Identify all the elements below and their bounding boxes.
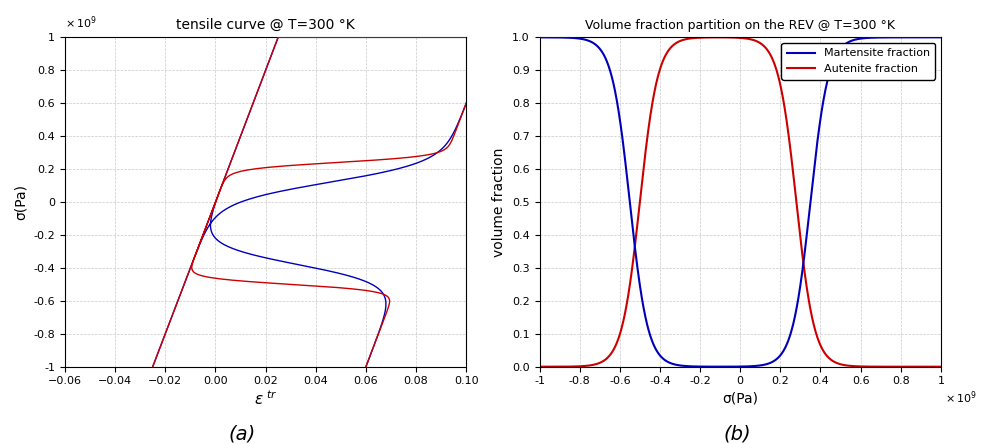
Autenite fraction [534,364,545,369]
Title: Volume fraction partition on the REV @ T=300 °K: Volume fraction partition on the REV @ T… [585,19,895,32]
Legend: Martensite fraction, Autenite fraction: Martensite fraction, Autenite fraction [781,43,936,79]
Text: $\times\,10^9$: $\times\,10^9$ [65,14,97,31]
Autenite fraction [924,364,936,369]
Autenite fraction [935,364,946,369]
Text: (b): (b) [724,424,751,444]
Autenite fraction [849,364,861,369]
Martensite fraction [924,35,936,40]
Autenite fraction [924,364,936,369]
Autenite fraction [554,364,566,369]
Martensite fraction [714,364,726,369]
Line: Autenite fraction: Autenite fraction [540,37,940,367]
Y-axis label: σ(Pa): σ(Pa) [14,184,28,220]
Autenite fraction [729,35,741,40]
Autenite fraction [712,35,724,40]
X-axis label: $\varepsilon^{\ tr}$: $\varepsilon^{\ tr}$ [253,389,277,408]
Y-axis label: volume fraction: volume fraction [492,147,507,257]
Martensite fraction [729,364,741,369]
Text: $\times\,10^9$: $\times\,10^9$ [944,390,977,406]
Martensite fraction [534,35,545,40]
Martensite fraction [719,364,731,369]
Text: (a): (a) [229,424,256,444]
Line: Martensite fraction: Martensite fraction [540,37,940,367]
Title: tensile curve @ T=300 °K: tensile curve @ T=300 °K [176,18,355,32]
X-axis label: σ(Pa): σ(Pa) [722,392,758,406]
Martensite fraction [554,35,566,40]
Martensite fraction [935,35,946,40]
Autenite fraction [719,35,731,40]
Martensite fraction [849,37,861,42]
Martensite fraction [924,35,936,40]
